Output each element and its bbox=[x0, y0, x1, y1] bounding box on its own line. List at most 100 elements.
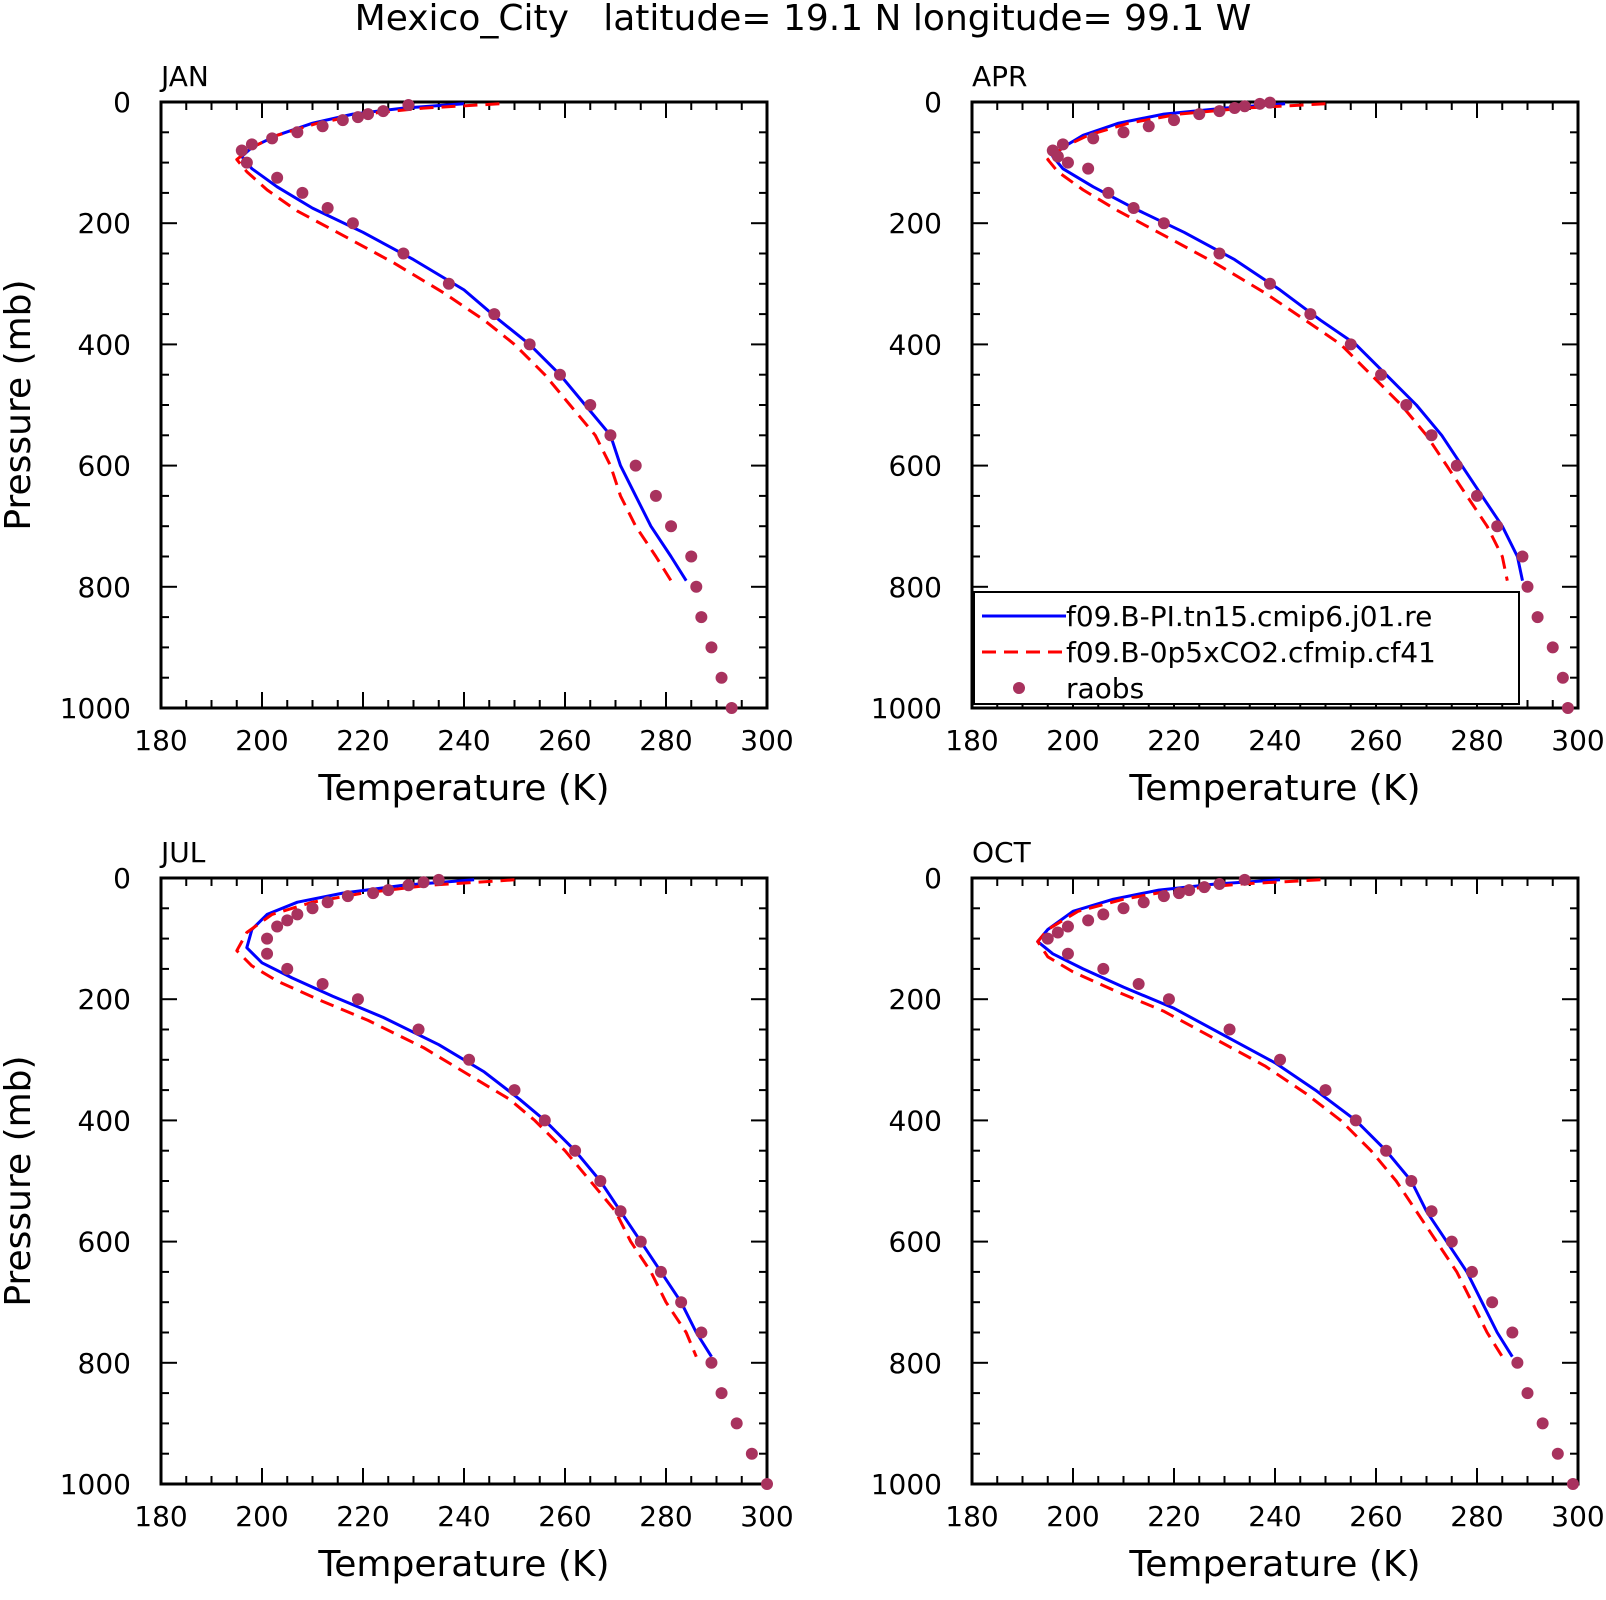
raobs-point bbox=[1425, 429, 1438, 442]
y-tick-label: 600 bbox=[78, 450, 131, 483]
y-tick-label: 800 bbox=[889, 571, 942, 604]
x-tick-label: 300 bbox=[740, 724, 793, 757]
raobs-point bbox=[1082, 162, 1095, 175]
raobs-point bbox=[240, 156, 253, 169]
raobs-point bbox=[705, 1356, 718, 1369]
raobs-point bbox=[377, 105, 390, 118]
raobs-point bbox=[397, 247, 410, 260]
panel-label: APR bbox=[972, 60, 1028, 93]
x-tick-label: 280 bbox=[1450, 724, 1503, 757]
raobs-point bbox=[1162, 993, 1175, 1006]
raobs-point bbox=[271, 920, 284, 933]
raobs-point bbox=[675, 1296, 688, 1309]
x-tick-label: 240 bbox=[1248, 1500, 1301, 1533]
y-tick-label: 0 bbox=[113, 86, 131, 119]
y-tick-label: 800 bbox=[78, 571, 131, 604]
raobs-point bbox=[1137, 896, 1150, 909]
y-tick-label: 600 bbox=[889, 450, 942, 483]
raobs-point bbox=[341, 890, 354, 903]
raobs-point bbox=[306, 902, 319, 915]
raobs-point bbox=[1198, 881, 1211, 894]
raobs-point bbox=[1157, 890, 1170, 903]
raobs-point bbox=[690, 580, 703, 593]
raobs-point bbox=[614, 1205, 627, 1218]
raobs-point bbox=[1531, 611, 1544, 624]
raobs-point bbox=[261, 947, 274, 960]
y-tick-label: 0 bbox=[113, 862, 131, 895]
y-axis-label: Pressure (mb) bbox=[0, 1055, 39, 1306]
y-tick-label: 200 bbox=[78, 207, 131, 240]
y-tick-label: 0 bbox=[924, 86, 942, 119]
raobs-point bbox=[417, 876, 430, 889]
x-tick-label: 300 bbox=[740, 1500, 793, 1533]
panel-jul: 180 200 220 240 260 280 300 0 200 400 600 800 1000 JU… bbox=[0, 836, 794, 1585]
raobs-point bbox=[1132, 978, 1145, 991]
x-tick-label: 300 bbox=[1551, 1500, 1604, 1533]
raobs-point bbox=[685, 550, 698, 563]
panel-label: OCT bbox=[972, 836, 1032, 869]
x-tick-label: 260 bbox=[538, 724, 591, 757]
raobs-point bbox=[1556, 671, 1569, 684]
raobs-point bbox=[1193, 108, 1206, 121]
raobs-point bbox=[442, 277, 455, 290]
x-tick-label: 220 bbox=[336, 724, 389, 757]
x-tick-label: 220 bbox=[336, 1500, 389, 1533]
legend-label: raobs bbox=[1066, 672, 1144, 705]
raobs-point bbox=[1405, 1175, 1418, 1187]
raobs-point bbox=[1536, 1417, 1549, 1430]
x-tick-label: 200 bbox=[1046, 1500, 1099, 1533]
raobs-point bbox=[266, 132, 279, 145]
series-line-pi bbox=[1051, 102, 1524, 582]
raobs-point bbox=[1213, 247, 1226, 260]
raobs-point bbox=[1561, 702, 1574, 714]
x-tick-label: 240 bbox=[437, 1500, 490, 1533]
raobs-point bbox=[730, 1417, 743, 1430]
raobs-point bbox=[1082, 914, 1095, 927]
x-tick-label: 200 bbox=[235, 724, 288, 757]
raobs-point bbox=[1521, 580, 1534, 593]
plot-frame bbox=[970, 876, 1580, 1486]
x-tick-label: 240 bbox=[1248, 724, 1301, 757]
raobs-point bbox=[235, 144, 248, 157]
x-tick-label: 200 bbox=[1046, 724, 1099, 757]
raobs-point bbox=[654, 1265, 667, 1278]
y-tick-label: 200 bbox=[889, 983, 942, 1016]
x-tick-label: 260 bbox=[1349, 1500, 1402, 1533]
raobs-point bbox=[432, 873, 445, 886]
raobs-point bbox=[1263, 96, 1276, 109]
raobs-point bbox=[695, 611, 708, 624]
panel-label: JUL bbox=[159, 836, 206, 869]
raobs-point bbox=[1061, 920, 1074, 933]
x-tick-label: 260 bbox=[1349, 724, 1402, 757]
raobs-point bbox=[1253, 97, 1266, 110]
raobs-point bbox=[1516, 550, 1529, 563]
panel-apr: 180 200 220 240 260 280 300 0 200 400 600 800 1000 AP… bbox=[871, 60, 1605, 809]
x-tick-label: 260 bbox=[538, 1500, 591, 1533]
series-line-pi bbox=[1036, 878, 1514, 1358]
raobs-point bbox=[1471, 489, 1483, 502]
raobs-point bbox=[665, 520, 678, 533]
raobs-point bbox=[1450, 459, 1463, 472]
plot-frame bbox=[159, 876, 769, 1486]
x-tick-label: 220 bbox=[1147, 1500, 1200, 1533]
raobs-point bbox=[1349, 1114, 1362, 1127]
raobs-point bbox=[725, 702, 738, 714]
legend-box bbox=[973, 591, 1520, 705]
raobs-point bbox=[1087, 132, 1100, 145]
y-tick-label: 200 bbox=[78, 983, 131, 1016]
raobs-point bbox=[463, 1053, 476, 1066]
y-tick-label: 600 bbox=[889, 1226, 942, 1259]
x-tick-label: 280 bbox=[639, 724, 692, 757]
x-tick-label: 280 bbox=[639, 1500, 692, 1533]
raobs-point bbox=[336, 114, 349, 127]
raobs-point bbox=[649, 489, 662, 502]
plot-frame bbox=[159, 100, 769, 710]
raobs-point bbox=[538, 1114, 551, 1127]
x-axis-label: Temperature (K) bbox=[317, 768, 609, 809]
raobs-point bbox=[346, 217, 359, 230]
series-line-0p5xco2 bbox=[1036, 878, 1504, 1358]
raobs-point bbox=[1097, 908, 1110, 921]
raobs-point bbox=[745, 1447, 758, 1460]
raobs-point bbox=[1051, 926, 1064, 939]
